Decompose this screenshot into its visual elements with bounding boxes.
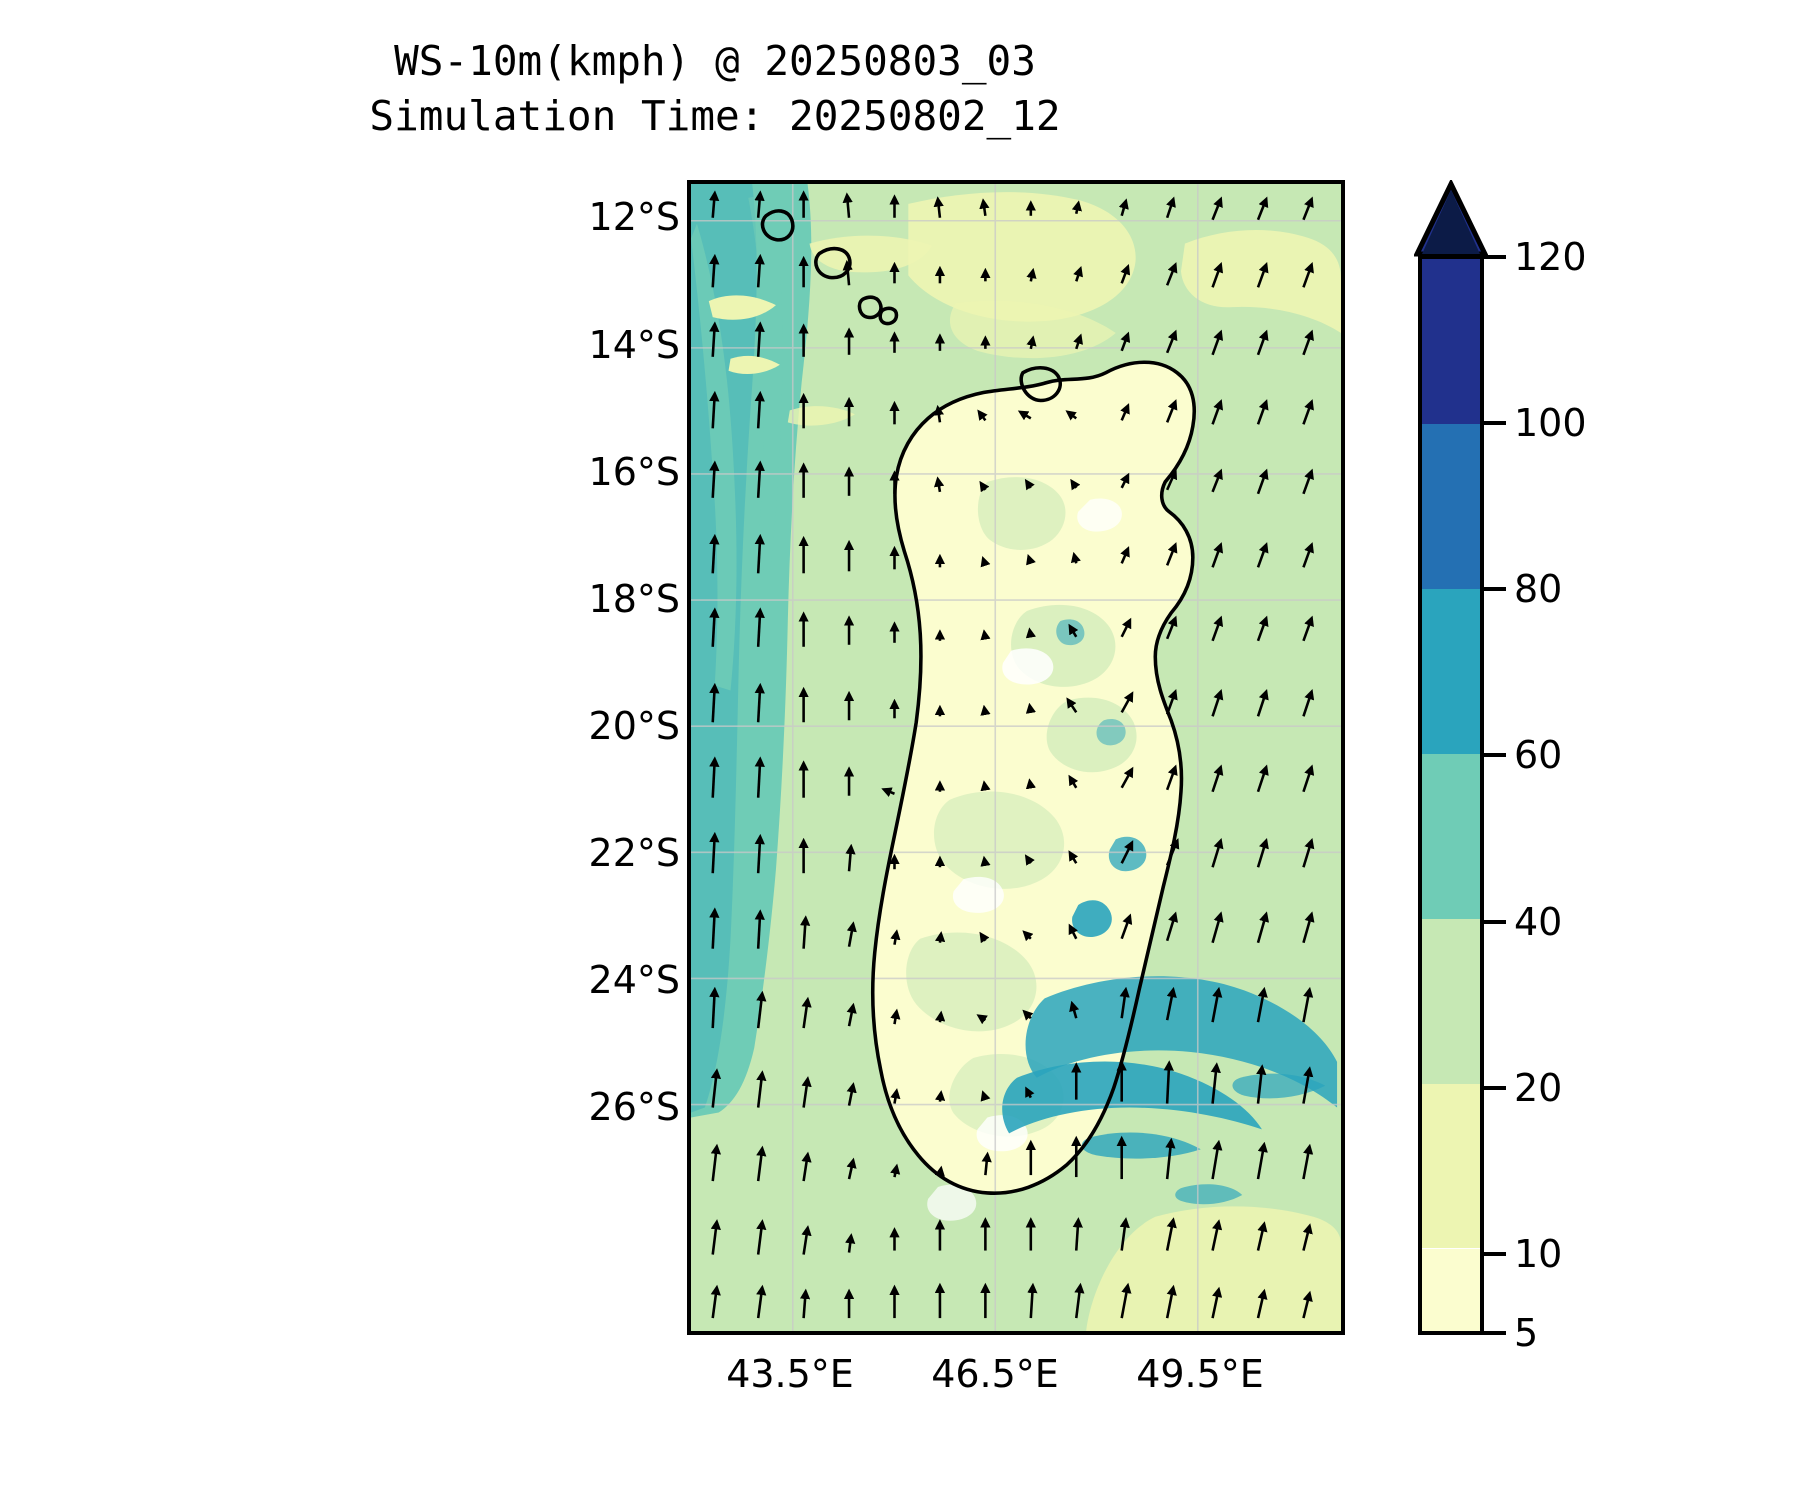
colorbar-tick <box>1484 920 1506 924</box>
ytick-label: 20°S <box>588 704 680 748</box>
ytick-label: 14°S <box>588 323 680 367</box>
colorbar-segment-20-40 <box>1422 918 1480 1084</box>
colorbar-label: 20 <box>1514 1066 1563 1110</box>
colorbar-tick <box>1484 1252 1506 1256</box>
colorbar-label: 100 <box>1514 401 1587 445</box>
colorbar-label: 40 <box>1514 900 1563 944</box>
colorbar-gradient <box>1418 255 1484 1335</box>
colorbar-label: 10 <box>1514 1232 1563 1276</box>
colorbar-tick <box>1484 753 1506 757</box>
colorbar-tick <box>1484 421 1506 425</box>
title-line-variable: WS-10m(kmph) @ 20250803_03 <box>394 37 1036 85</box>
map-plot-area <box>687 180 1345 1335</box>
colorbar: 120 100 80 60 40 20 10 5 <box>1414 180 1587 1355</box>
wind-vector-field <box>709 190 1315 1319</box>
colorbar-segment-80-100 <box>1422 423 1480 589</box>
colorbar-segment-40-60 <box>1422 753 1480 919</box>
colorbar-label: 80 <box>1514 567 1563 611</box>
ytick-label: 18°S <box>588 577 680 621</box>
chart-title: WS-10m(kmph) @ 20250803_03 Simulation Ti… <box>0 34 1430 143</box>
colorbar-segment-60-80 <box>1422 588 1480 754</box>
xtick-label: 43.5°E <box>726 1352 854 1396</box>
ytick-label: 26°S <box>588 1085 680 1129</box>
colorbar-tick <box>1484 255 1506 259</box>
colorbar-tick <box>1484 1331 1506 1335</box>
wind-speed-map <box>691 184 1341 1331</box>
colorbar-label: 5 <box>1514 1311 1539 1355</box>
colorbar-segment-5-10 <box>1422 1248 1480 1331</box>
colorbar-segment-100-120 <box>1422 259 1480 424</box>
map-gridlines <box>691 184 1341 1331</box>
colorbar-tick <box>1484 1086 1506 1090</box>
xtick-label: 46.5°E <box>931 1352 1059 1396</box>
ytick-label: 24°S <box>588 958 680 1002</box>
coastline <box>760 209 1197 1195</box>
xtick-label: 49.5°E <box>1136 1352 1264 1396</box>
colorbar-label: 60 <box>1514 733 1563 777</box>
ytick-label: 22°S <box>588 831 680 875</box>
colorbar-tick <box>1484 587 1506 591</box>
colorbar-extend-max-arrow <box>1414 180 1488 257</box>
colorbar-segment-10-20 <box>1422 1083 1480 1249</box>
colorbar-label: 120 <box>1514 235 1587 279</box>
ytick-label: 16°S <box>588 450 680 494</box>
ytick-label: 12°S <box>588 195 680 239</box>
title-line-simulation-time: Simulation Time: 20250802_12 <box>369 91 1061 140</box>
